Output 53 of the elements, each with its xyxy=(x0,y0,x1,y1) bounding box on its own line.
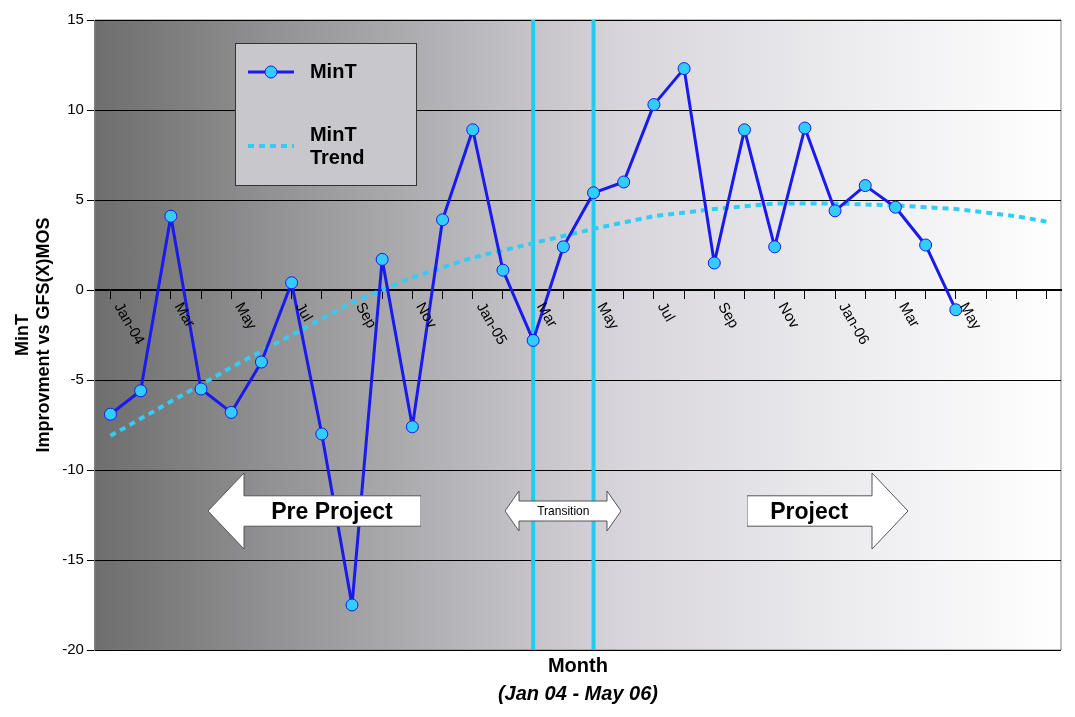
point xyxy=(888,200,902,214)
x-tick-label: Sep xyxy=(352,299,381,331)
legend-label: MinT xyxy=(309,60,358,83)
annotation: Transition xyxy=(537,504,590,519)
line-series xyxy=(108,200,1049,438)
point xyxy=(345,598,359,612)
point xyxy=(194,382,208,396)
point xyxy=(375,252,389,266)
point xyxy=(526,333,540,347)
y-tick-label: 15 xyxy=(67,10,84,28)
point xyxy=(254,355,268,369)
point xyxy=(436,213,450,227)
x-tick-label: Mar xyxy=(896,299,924,330)
point xyxy=(617,175,631,189)
point xyxy=(677,62,691,76)
point xyxy=(164,209,178,223)
point xyxy=(919,238,933,252)
annotation: Pre Project xyxy=(271,497,393,525)
point xyxy=(134,384,148,398)
y-axis-title: MinT Improvment vs GFS(X)MOS xyxy=(11,217,54,453)
y-tick-label: 5 xyxy=(75,190,84,208)
x-tick-label: Jul xyxy=(292,299,317,325)
point xyxy=(224,405,238,419)
point xyxy=(858,179,872,193)
annotation: Project xyxy=(770,497,849,525)
y-tick-label: -10 xyxy=(62,460,84,478)
point xyxy=(587,186,601,200)
point xyxy=(466,123,480,137)
x-tick-label: Mar xyxy=(533,299,562,330)
point xyxy=(315,427,329,441)
point xyxy=(285,276,299,290)
point xyxy=(405,420,419,434)
y-tick-label: 0 xyxy=(75,280,84,298)
point xyxy=(647,98,661,112)
y-tick-label: -5 xyxy=(70,370,84,388)
x-tick-label: Jul xyxy=(654,299,680,325)
x-tick-label: Nov xyxy=(775,299,804,332)
x-axis-title: Month xyxy=(547,653,608,676)
x-tick-label: Nov xyxy=(413,299,442,332)
y-tick-label: -15 xyxy=(62,550,84,568)
point xyxy=(798,121,812,135)
point xyxy=(737,123,751,137)
y-tick-label: 10 xyxy=(67,100,84,118)
point xyxy=(496,263,510,277)
point xyxy=(103,407,117,421)
point xyxy=(707,256,721,270)
legend-label: MinT Trend xyxy=(309,123,366,169)
x-tick-label: Mar xyxy=(171,299,200,330)
text: (Jan 04 - May 06) xyxy=(497,681,659,704)
point xyxy=(828,204,842,218)
y-tick-label: -20 xyxy=(62,640,84,658)
point xyxy=(768,240,782,254)
point xyxy=(556,240,570,254)
